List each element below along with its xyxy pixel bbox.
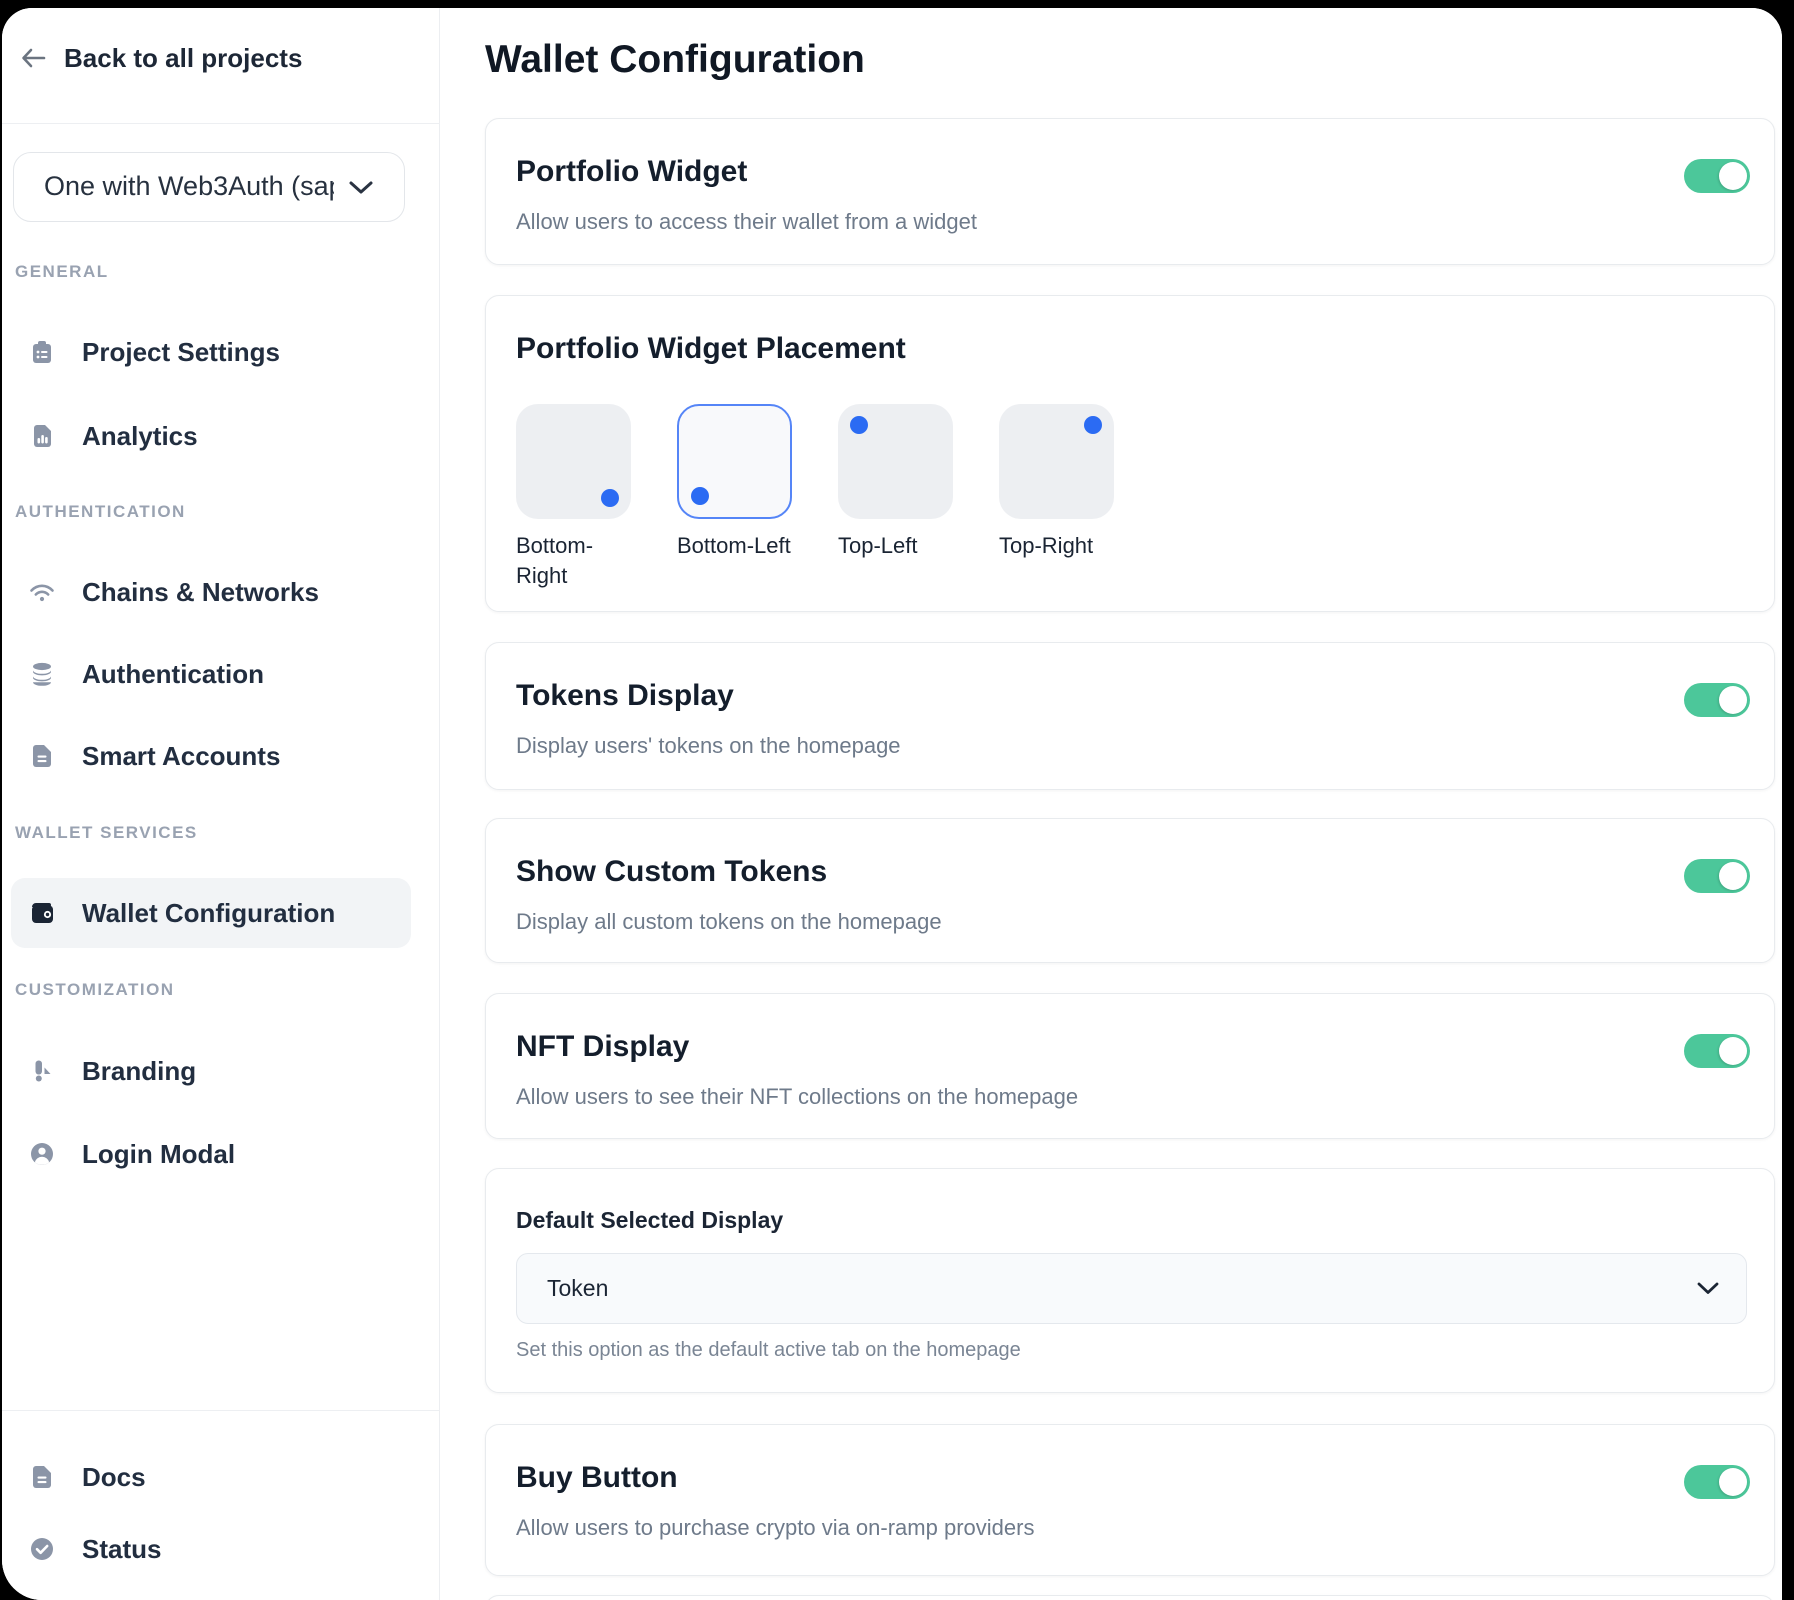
placement-preview [999,404,1114,519]
card-show-custom-tokens: Show Custom Tokens Display all custom to… [485,818,1775,963]
toggle-knob [1719,686,1747,714]
sidebar-item-label: Wallet Configuration [82,897,336,928]
check-circle-icon [28,1535,56,1563]
sidebar: Back to all projects One with Web3Auth (… [2,8,440,1600]
chevron-down-icon [348,180,374,196]
sidebar-item-label: Smart Accounts [82,740,281,771]
paintbrush-icon [28,1057,56,1085]
placement-label: Top-Left [838,533,918,558]
page-title: Wallet Configuration [485,38,865,81]
placement-preview [838,404,953,519]
show-custom-tokens-toggle[interactable] [1684,859,1750,893]
placement-option-top-right[interactable]: Top-Right [999,404,1114,591]
sidebar-item-label: Status [82,1533,162,1564]
card-title: Portfolio Widget [516,155,748,188]
placement-options: Bottom-Right Bottom-Left Top-Left Top-Ri… [516,404,1114,591]
sidebar-item-label: Analytics [82,420,198,451]
card-buy-button: Buy Button Allow users to purchase crypt… [485,1424,1775,1576]
placement-option-bottom-left[interactable]: Bottom-Left [677,404,792,591]
back-arrow-icon [18,43,48,73]
card-description: Display all custom tokens on the homepag… [516,909,942,934]
clipboard-icon [28,338,56,366]
sidebar-item-chains-networks[interactable]: Chains & Networks [11,564,411,620]
sidebar-item-wallet-configuration[interactable]: Wallet Configuration [11,878,411,948]
buy-button-toggle[interactable] [1684,1465,1750,1499]
chevron-down-icon [1696,1281,1720,1296]
widget-dot [601,489,619,507]
sidebar-item-status[interactable]: Status [11,1521,411,1577]
card-portfolio-widget: Portfolio Widget Allow users to access t… [485,118,1775,265]
nft-display-toggle[interactable] [1684,1034,1750,1068]
toggle-knob [1719,862,1747,890]
card-next-partial [485,1595,1775,1600]
placement-label: Top-Right [999,533,1094,558]
section-label-customization: CUSTOMIZATION [15,980,175,999]
toggle-knob [1719,1468,1747,1496]
sidebar-item-label: Branding [82,1055,197,1086]
sidebar-item-project-settings[interactable]: Project Settings [11,324,411,380]
section-label-authentication: AUTHENTICATION [15,502,186,521]
sidebar-item-smart-accounts[interactable]: Smart Accounts [11,728,411,784]
card-title: Show Custom Tokens [516,855,828,888]
wallet-icon [28,899,56,927]
placement-preview [516,404,631,519]
widget-dot [691,487,709,505]
placement-label: Bottom-Left [677,533,791,558]
card-title: Buy Button [516,1461,678,1494]
card-portfolio-widget-placement: Portfolio Widget Placement Bottom-Right … [485,295,1775,612]
card-title: Tokens Display [516,679,734,712]
doc-icon [28,1463,56,1491]
project-selector-value: One with Web3Auth (sap [44,171,334,201]
sidebar-item-docs[interactable]: Docs [11,1449,411,1505]
card-default-selected-display: Default Selected Display Token Set this … [485,1168,1775,1393]
analytics-doc-icon [28,422,56,450]
main-content: Wallet Configuration Portfolio Widget Al… [440,8,1782,1600]
sidebar-item-login-modal[interactable]: Login Modal [11,1126,411,1182]
back-label: Back to all projects [64,43,303,73]
sidebar-item-label: Project Settings [82,336,280,367]
select-value: Token [547,1275,609,1301]
portfolio-widget-toggle[interactable] [1684,159,1750,193]
widget-dot [1084,416,1102,434]
card-title: Portfolio Widget Placement [516,332,906,365]
card-description: Allow users to access their wallet from … [516,209,977,234]
default-display-select[interactable]: Token [516,1253,1747,1324]
back-to-projects-button[interactable]: Back to all projects [2,30,440,86]
sidebar-item-branding[interactable]: Branding [11,1043,411,1099]
card-description: Allow users to purchase crypto via on-ra… [516,1515,1035,1540]
placement-option-top-left[interactable]: Top-Left [838,404,953,591]
toggle-knob [1719,1037,1747,1065]
sidebar-item-label: Authentication [82,658,264,689]
card-description: Display users' tokens on the homepage [516,733,901,758]
project-selector[interactable]: One with Web3Auth (sap [13,152,405,222]
file-icon [28,742,56,770]
section-label-wallet-services: WALLET SERVICES [15,823,198,842]
card-description: Allow users to see their NFT collections… [516,1084,1079,1109]
app-window: Back to all projects One with Web3Auth (… [2,8,1782,1600]
sidebar-item-label: Docs [82,1461,146,1492]
tokens-display-toggle[interactable] [1684,683,1750,717]
field-helper-text: Set this option as the default active ta… [516,1339,1021,1361]
toggle-knob [1719,162,1747,190]
section-label-general: GENERAL [15,262,109,281]
placement-preview [677,404,792,519]
card-title: NFT Display [516,1030,690,1063]
wifi-icon [28,578,56,606]
field-label: Default Selected Display [516,1207,784,1233]
sidebar-item-label: Login Modal [82,1138,236,1169]
sidebar-footer-divider [2,1410,440,1411]
placement-option-bottom-right[interactable]: Bottom-Right [516,404,631,591]
sidebar-item-analytics[interactable]: Analytics [11,408,411,464]
widget-dot [850,416,868,434]
sidebar-item-authentication[interactable]: Authentication [11,646,411,702]
database-icon [28,660,56,688]
card-nft-display: NFT Display Allow users to see their NFT… [485,993,1775,1139]
user-circle-icon [28,1140,56,1168]
placement-label: Bottom-Right [516,533,594,588]
sidebar-item-label: Chains & Networks [82,576,319,607]
sidebar-divider [2,123,440,124]
card-tokens-display: Tokens Display Display users' tokens on … [485,642,1775,790]
